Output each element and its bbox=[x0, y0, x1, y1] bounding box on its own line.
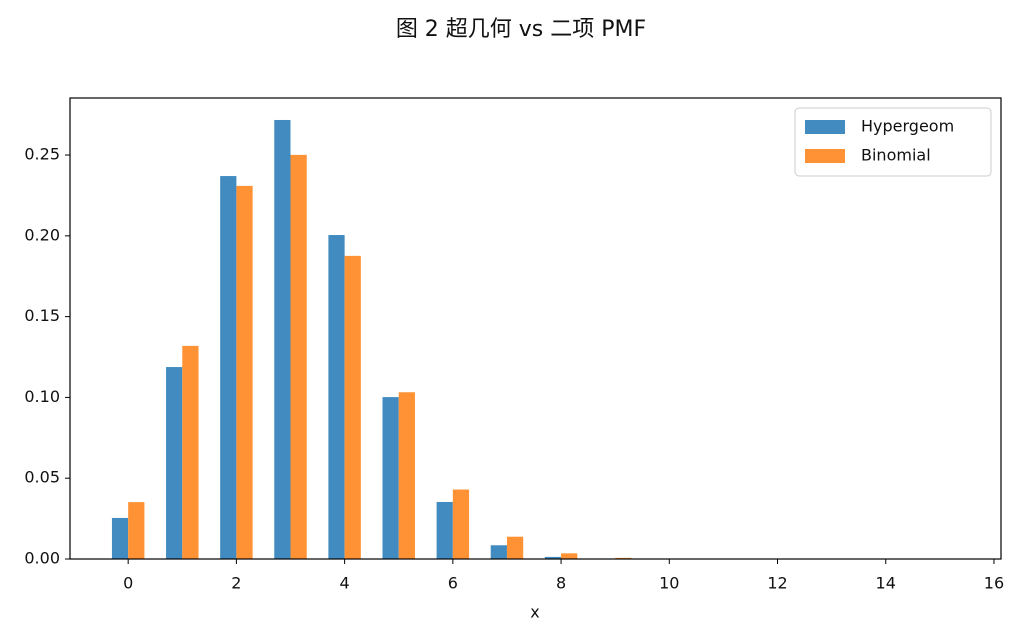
bar bbox=[182, 345, 199, 559]
y-tick-label: 0.15 bbox=[24, 306, 60, 325]
bar bbox=[111, 517, 129, 559]
legend-label: Hypergeom bbox=[861, 117, 954, 136]
bar bbox=[166, 367, 183, 559]
bar bbox=[236, 185, 253, 559]
x-tick-label: 14 bbox=[876, 574, 896, 593]
bar bbox=[490, 545, 507, 559]
x-tick-label: 4 bbox=[340, 574, 350, 593]
bar bbox=[436, 501, 453, 559]
y-tick-label: 0.25 bbox=[24, 145, 60, 164]
bar bbox=[220, 176, 237, 559]
x-tick-label: 2 bbox=[231, 574, 241, 593]
bar bbox=[274, 119, 291, 559]
y-tick-label: 0.10 bbox=[24, 387, 60, 406]
x-tick-label: 12 bbox=[767, 574, 787, 593]
legend-swatch bbox=[805, 149, 845, 163]
bar bbox=[506, 536, 524, 559]
x-tick-label: 10 bbox=[659, 574, 679, 593]
x-tick-label: 16 bbox=[984, 574, 1004, 593]
x-axis-label: x bbox=[530, 603, 539, 622]
bar bbox=[561, 553, 578, 559]
legend-label: Binomial bbox=[861, 146, 931, 165]
x-tick-label: 6 bbox=[448, 574, 458, 593]
bar bbox=[290, 154, 307, 559]
bar bbox=[452, 489, 470, 559]
bar bbox=[544, 556, 562, 559]
y-tick-label: 0.20 bbox=[24, 225, 60, 244]
legend: Hypergeom Binomial bbox=[794, 107, 992, 177]
x-tick-label: 0 bbox=[123, 574, 133, 593]
x-tick-label: 8 bbox=[556, 574, 566, 593]
legend-swatch bbox=[805, 120, 845, 134]
y-tick-label: 0.05 bbox=[24, 468, 60, 487]
bar bbox=[128, 502, 145, 559]
chart-title: 图 2 超几何 vs 二项 PMF bbox=[396, 17, 646, 42]
bar bbox=[398, 392, 415, 559]
bar bbox=[382, 397, 399, 559]
y-tick-label: 0.00 bbox=[24, 549, 60, 568]
bar bbox=[328, 235, 345, 559]
bar bbox=[344, 255, 361, 559]
plot-frame bbox=[69, 97, 1002, 560]
